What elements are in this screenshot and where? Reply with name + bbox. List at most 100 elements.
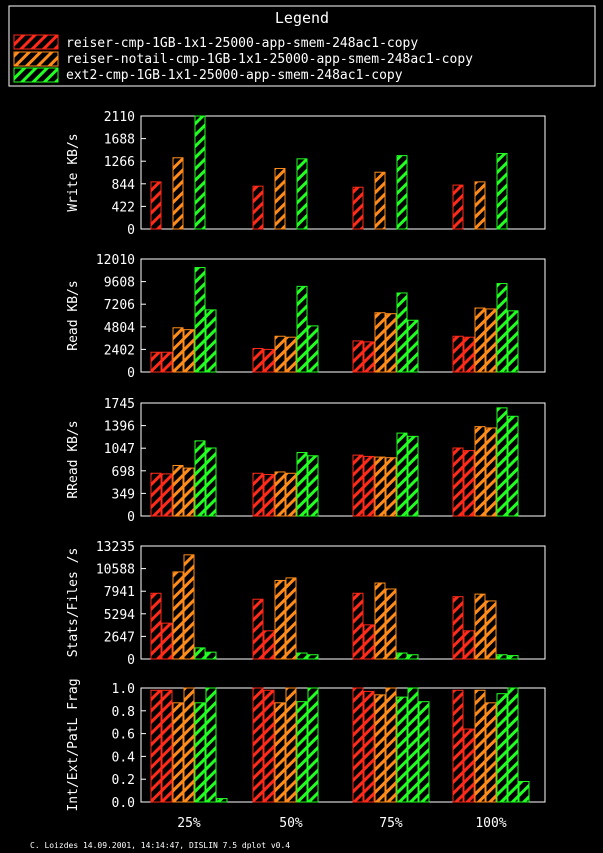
- bar: [307, 455, 319, 517]
- legend-entry: ext2-cmp-1GB-1x1-25000-app-smem-248ac1-c…: [13, 67, 403, 83]
- bar: [352, 687, 364, 803]
- bar: [452, 335, 464, 373]
- y-tick-label: 12010: [96, 253, 135, 268]
- bar: [252, 472, 264, 517]
- y-tick-label: 0.0: [112, 796, 135, 811]
- y-tick-label: 844: [112, 178, 136, 193]
- bar: [385, 687, 397, 803]
- bar: [296, 285, 308, 373]
- bar: [307, 654, 319, 660]
- bar: [452, 596, 464, 660]
- legend-swatch-reiser: [13, 34, 59, 50]
- y-tick-label: 10588: [96, 563, 135, 578]
- chart-panel: 0 349 698 1047 1396 1745 RRead KB/s: [66, 397, 546, 525]
- bar: [161, 689, 173, 803]
- y-tick-label: 9608: [104, 276, 135, 291]
- legend-label: ext2-cmp-1GB-1x1-25000-app-smem-248ac1-c…: [66, 68, 403, 83]
- legend-title: Legend: [275, 9, 329, 27]
- bar: [274, 167, 286, 230]
- bar: [194, 440, 206, 517]
- bar: [285, 472, 297, 517]
- y-tick-label: 2647: [104, 630, 135, 645]
- bar: [352, 186, 364, 230]
- plot-frame: [140, 687, 546, 803]
- x-category-label: 100%: [475, 816, 506, 831]
- y-axis-label: Stats/Files /s: [66, 548, 81, 658]
- bar: [285, 687, 297, 803]
- bar: [172, 571, 184, 660]
- chart-panel: 0 2647 5294 7941 10588 13235 Stats/Files /s: [66, 540, 546, 668]
- bar: [496, 407, 508, 517]
- bar: [485, 702, 497, 803]
- bar: [352, 454, 364, 517]
- bar: [396, 292, 408, 373]
- legend-swatch-notail: [13, 51, 59, 67]
- bar: [252, 687, 264, 803]
- bar: [252, 185, 264, 230]
- y-tick-label: 5294: [104, 608, 135, 623]
- bar: [507, 415, 519, 517]
- bar: [418, 701, 430, 803]
- legend-frame: [8, 5, 596, 87]
- y-tick-label: 1266: [104, 155, 135, 170]
- y-tick-label: 349: [112, 487, 135, 502]
- y-tick-label: 1.0: [112, 682, 135, 697]
- bar: [396, 432, 408, 517]
- bar: [374, 312, 386, 373]
- x-axis-categories: 25% 50% 75% 100%: [177, 816, 507, 831]
- bar: [463, 728, 475, 803]
- bar: [263, 348, 275, 373]
- bar: [485, 308, 497, 373]
- legend-swatch-ext2: [13, 67, 59, 83]
- bar: [485, 600, 497, 660]
- bar: [485, 427, 497, 517]
- plot-frame: [140, 545, 546, 660]
- legend: Legend reiser-cmp-1GB-1x1-25000-app-smem…: [8, 5, 596, 87]
- chart-panels: 0 422 844 1266 1688 2110 Write KB/s 0 2402 4804 72…: [66, 110, 546, 812]
- bar: [307, 687, 319, 803]
- bar: [363, 455, 375, 517]
- bar: [296, 701, 308, 803]
- bar: [285, 577, 297, 660]
- bar: [396, 696, 408, 803]
- bar: [363, 690, 375, 803]
- bar: [296, 452, 308, 517]
- bar: [407, 319, 419, 373]
- bar: [374, 456, 386, 517]
- y-tick-label: 422: [112, 200, 135, 215]
- bar: [463, 630, 475, 660]
- y-tick-label: 13235: [96, 540, 135, 555]
- bar: [452, 447, 464, 517]
- bar: [172, 464, 184, 517]
- bar: [172, 702, 184, 803]
- bar: [263, 474, 275, 517]
- bar: [474, 689, 486, 803]
- bar: [194, 115, 206, 230]
- y-tick-label: 0: [127, 223, 135, 238]
- bar: [183, 687, 195, 803]
- y-axis-label: Write KB/s: [66, 133, 81, 211]
- bar: [307, 325, 319, 373]
- bar: [183, 554, 195, 660]
- bar: [396, 155, 408, 230]
- y-tick-label: 7941: [104, 585, 135, 600]
- bar: [172, 327, 184, 373]
- bar: [274, 702, 286, 803]
- y-axis-label: Read KB/s: [66, 280, 81, 350]
- bar: [183, 329, 195, 373]
- bar: [385, 457, 397, 517]
- bar: [252, 347, 264, 373]
- bar: [172, 157, 184, 230]
- y-tick-label: 0.4: [112, 750, 136, 765]
- y-tick-label: 2402: [104, 343, 135, 358]
- bar: [385, 588, 397, 660]
- y-tick-label: 0.2: [112, 773, 135, 788]
- bar: [161, 473, 173, 517]
- y-axis-label: Int/Ext/PatL Frag: [66, 678, 81, 811]
- bar: [463, 336, 475, 373]
- y-tick-label: 0.6: [112, 728, 135, 743]
- bar: [507, 687, 519, 803]
- legend-entry: reiser-cmp-1GB-1x1-25000-app-smem-248ac1…: [13, 34, 418, 51]
- bar: [474, 426, 486, 517]
- bar: [252, 598, 264, 660]
